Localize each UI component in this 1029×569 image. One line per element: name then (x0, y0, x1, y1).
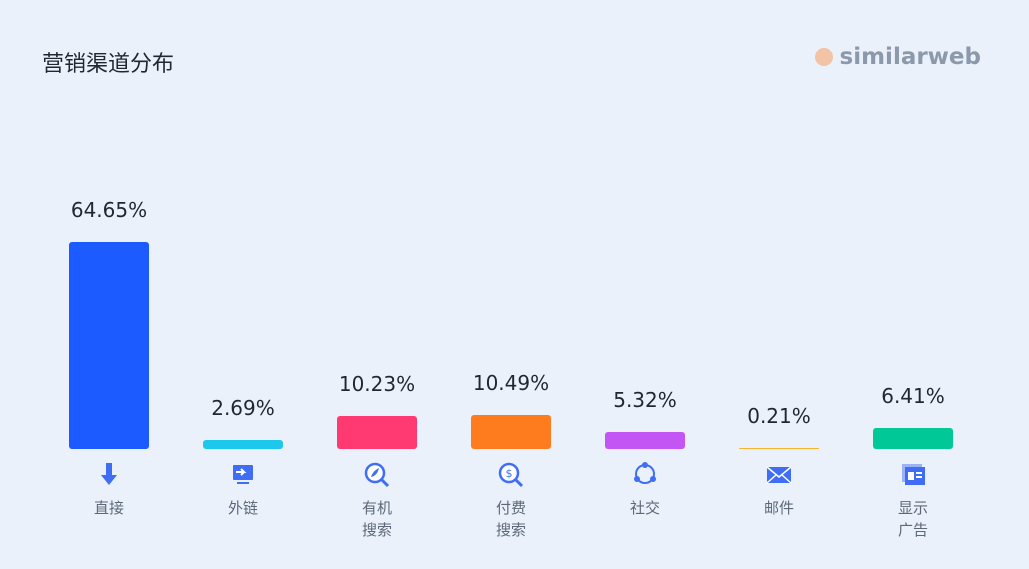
icon-glyph: $ (498, 462, 524, 488)
value-label: 6.41% (881, 384, 945, 409)
icon-glyph (101, 463, 117, 485)
brand-icon (814, 48, 833, 66)
x-tick-label: 付费搜索 (495, 499, 526, 539)
bar (203, 440, 283, 449)
x-tick-label: 显示广告 (897, 499, 928, 539)
channel-icon: $ (496, 460, 526, 490)
bar (739, 448, 819, 449)
x-tick-label: 邮件 (763, 499, 794, 517)
channel-icon (630, 460, 660, 490)
bar (873, 428, 953, 449)
value-label: 10.49% (472, 371, 550, 396)
icon-glyph (233, 465, 253, 484)
bar (471, 415, 551, 449)
channel-icon (898, 460, 928, 490)
brand-logo: similarweb (814, 44, 981, 70)
bar (69, 242, 149, 449)
channel-icon (94, 460, 124, 490)
x-tick-label: 社交 (629, 499, 660, 517)
x-tick-label: 有机搜索 (361, 499, 392, 539)
channel-icon (764, 460, 794, 490)
x-tick-label: 外链 (227, 499, 258, 517)
svg-text:$: $ (506, 467, 513, 480)
channel-icon (228, 460, 258, 490)
bar (337, 416, 417, 449)
bar (605, 431, 685, 449)
value-label: 0.21% (747, 404, 811, 429)
value-label: 10.23% (338, 372, 416, 397)
icon-glyph (766, 466, 792, 484)
channel-icon (362, 460, 392, 490)
value-label: 2.69% (211, 396, 275, 421)
brand-name: similarweb (839, 44, 981, 70)
icon-glyph (902, 464, 925, 485)
value-label: 5.32% (613, 387, 677, 412)
icon-glyph (364, 462, 390, 488)
chart-title: 营销渠道分布 (42, 52, 175, 77)
value-label: 64.65% (70, 198, 148, 223)
icon-glyph (634, 462, 656, 484)
x-tick-label: 直接 (93, 499, 124, 517)
